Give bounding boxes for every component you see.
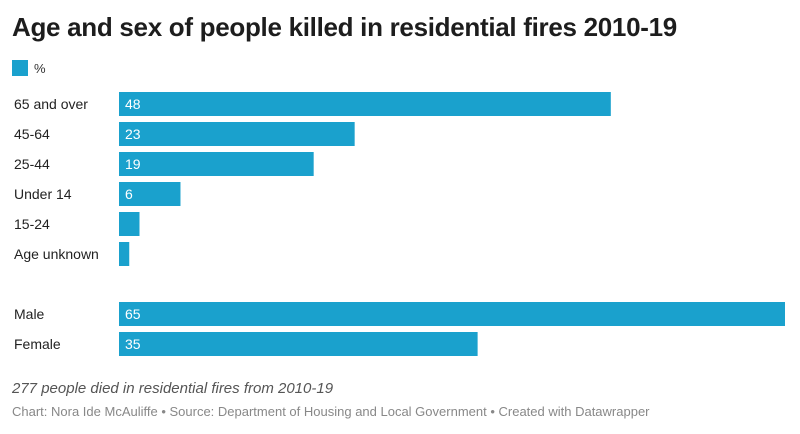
bar	[119, 182, 181, 206]
category-label: 45-64	[14, 126, 50, 142]
chart-title: Age and sex of people killed in resident…	[12, 12, 677, 42]
chart-footer: Chart: Nora Ide McAuliffe • Source: Depa…	[12, 404, 650, 419]
bar	[119, 152, 314, 176]
bar	[119, 332, 478, 356]
bar	[119, 92, 611, 116]
category-label: 15-24	[14, 216, 50, 232]
legend: %	[12, 60, 46, 76]
category-label: 65 and over	[14, 96, 88, 112]
category-label: 25-44	[14, 156, 50, 172]
value-label: 35	[125, 336, 141, 352]
bar	[119, 302, 785, 326]
value-label: 48	[125, 96, 141, 112]
value-label: 19	[125, 156, 141, 172]
value-label: 6	[125, 186, 133, 202]
chart-note: 277 people died in residential fires fro…	[12, 380, 334, 397]
category-label: Under 14	[14, 186, 72, 202]
legend-label: %	[34, 60, 46, 76]
category-label: Age unknown	[14, 246, 99, 262]
category-label: Male	[14, 306, 45, 322]
value-label: 65	[125, 306, 141, 322]
category-label: Female	[14, 336, 61, 352]
bar	[119, 122, 355, 146]
value-label: 23	[125, 126, 141, 142]
bar	[119, 212, 140, 236]
legend-swatch	[12, 60, 28, 76]
bar	[119, 242, 130, 266]
